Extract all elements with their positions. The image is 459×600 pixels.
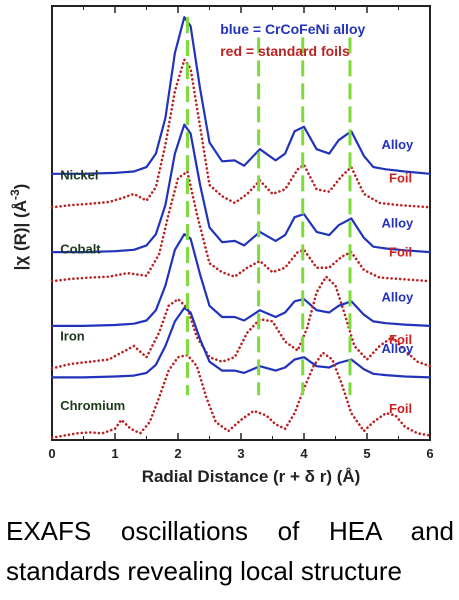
nickel-alloy-trace: [50, 16, 432, 175]
trace-label-foil: Foil: [389, 245, 412, 260]
trace-label-alloy: Alloy: [381, 137, 414, 152]
x-tick-label: 3: [237, 446, 244, 461]
x-tick-label: 4: [300, 446, 308, 461]
iron-alloy-trace: [50, 233, 432, 327]
x-tick-label: 0: [48, 446, 55, 461]
chromium-alloy-trace: [50, 306, 432, 379]
legend-red: red = standard foils: [220, 43, 350, 59]
element-label-nickel: Nickel: [60, 168, 98, 183]
x-tick-label: 2: [174, 446, 181, 461]
trace-label-foil: Foil: [389, 401, 412, 416]
cobalt-foil-trace: [50, 170, 432, 283]
x-tick-label: 6: [426, 446, 433, 461]
plot-area: 0 1 2 3 4 5 6 |χ (R)| (Å-3) Radial Distance (r +…: [8, 5, 434, 486]
exafs-chart: 0 1 2 3 4 5 6 |χ (R)| (Å-3) Radial Distance (r +…: [8, 5, 434, 486]
nickel-foil-trace: [50, 58, 432, 209]
trace-label-foil: Foil: [389, 171, 412, 186]
x-tick-label: 5: [363, 446, 370, 461]
element-label-cobalt: Cobalt: [60, 241, 101, 256]
element-label-chromium: Chromium: [60, 398, 125, 413]
y-axis-label: |χ (R)| (Å-3): [8, 184, 30, 271]
caption-line-1: EXAFS oscillations of HEA and: [6, 516, 454, 546]
cobalt-alloy-trace: [50, 123, 432, 254]
trace-label-foil: Foil: [389, 332, 412, 347]
x-axis-label: Radial Distance (r + δ r) (Å): [142, 467, 361, 486]
x-tick-label: 1: [111, 446, 118, 461]
trace-label-alloy: Alloy: [381, 341, 414, 356]
trace-label-alloy: Alloy: [381, 215, 414, 230]
chromium-foil-trace: [50, 351, 432, 440]
legend-blue: blue = CrCoFeNi alloy: [220, 21, 365, 37]
trace-label-alloy: Alloy: [381, 289, 414, 304]
iron-foil-trace: [50, 275, 432, 370]
element-label-iron: Iron: [60, 329, 85, 344]
caption-line-2: standards revealing local structure: [6, 556, 402, 586]
